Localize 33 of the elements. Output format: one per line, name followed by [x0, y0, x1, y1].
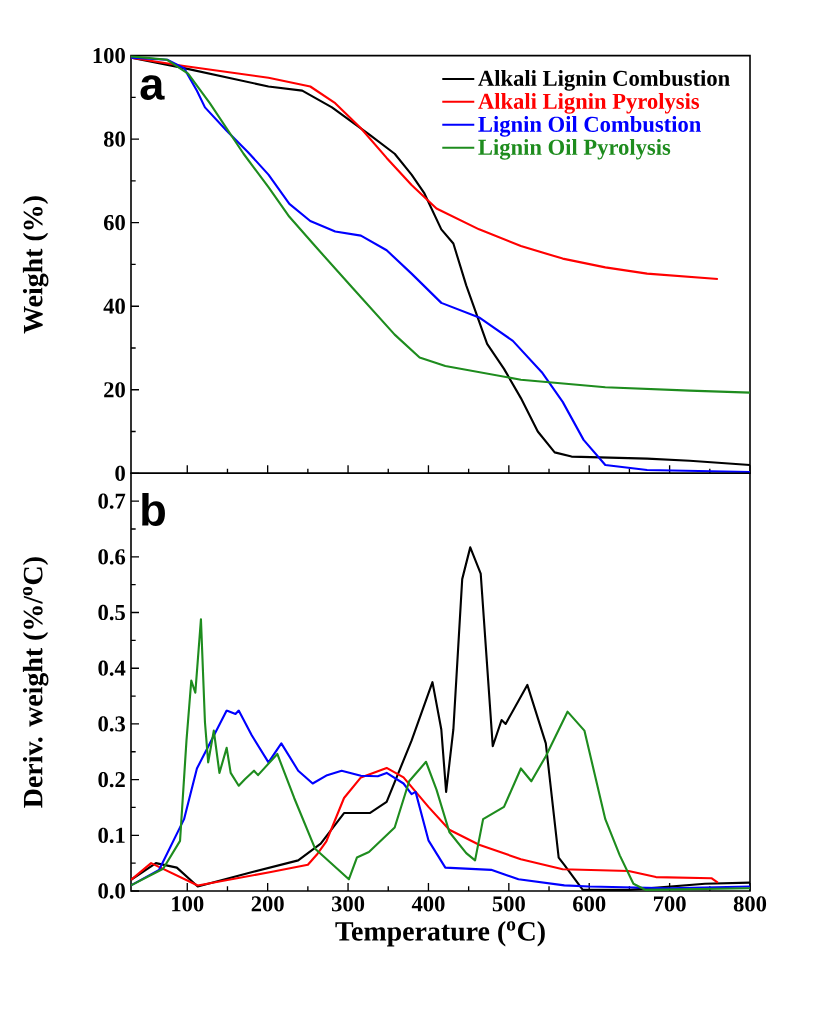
y-tick-label: 80: [103, 131, 125, 147]
y-tick-label: 0.6: [98, 549, 126, 565]
line-series: [131, 55, 751, 394]
y-tick-label: 20: [104, 382, 125, 398]
y-tick-label: 0: [115, 465, 125, 481]
y-tick-label: 0.3: [98, 716, 126, 732]
x-axis-title: Temperature ($^{o}$C): [335, 921, 545, 947]
x-tick-label: 700: [653, 896, 686, 912]
y-tick-label: 40: [103, 298, 125, 314]
x-tick-label: 800: [733, 896, 767, 912]
x-tick-label: 200: [251, 896, 284, 912]
y-tick-label: 60: [103, 215, 125, 231]
legend-label: Lignin Oil Combustion: [478, 116, 701, 137]
x-tick-label: 300: [331, 896, 365, 912]
y-axis-title: Weight (%): [22, 196, 49, 334]
y-tick-label: 0.7: [98, 493, 126, 509]
y-tick-label: 0.4: [98, 660, 126, 676]
annotation: b: [142, 492, 165, 527]
y-axis-title: Deriv. weight (%/$^{o}$C): [22, 557, 49, 808]
annotation: a: [140, 75, 165, 100]
y-tick-label: 0.0: [98, 883, 125, 899]
legend-label: Alkali Lignin Combustion: [478, 70, 730, 91]
x-tick-label: 600: [573, 896, 606, 912]
x-tick-label: 400: [411, 896, 445, 912]
x-tick-label: 500: [492, 896, 525, 912]
legend-label: Lignin Oil Pyrolysis: [478, 138, 671, 160]
y-tick-label: 0.5: [98, 604, 125, 621]
y-tick-label: 0.1: [98, 827, 125, 843]
legend-label: Alkali Lignin Pyrolysis: [478, 93, 700, 114]
y-tick-label: 100: [93, 47, 125, 64]
x-tick-label: 100: [172, 896, 204, 912]
line-series: [131, 766, 719, 887]
y-tick-label: 0.2: [98, 771, 125, 788]
